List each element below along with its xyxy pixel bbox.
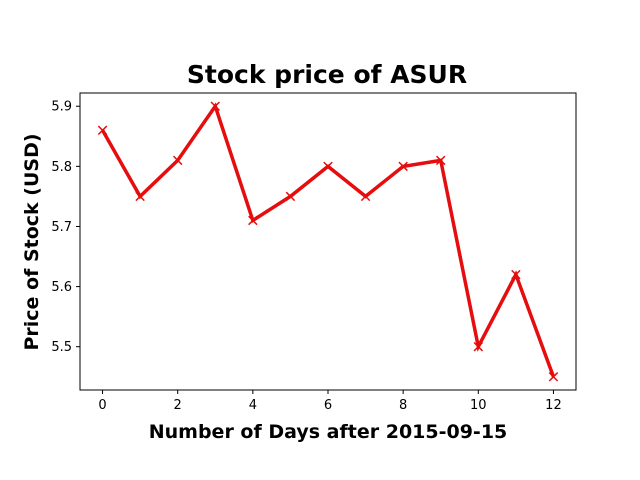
y-axis-ticks: 5.5 5.6 5.7 5.8 5.9	[51, 100, 80, 355]
data-point-marker	[398, 161, 408, 172]
x-tick-label: 4	[249, 398, 257, 413]
data-point-marker	[548, 372, 559, 382]
data-point-marker	[97, 125, 108, 136]
data-point-marker	[135, 191, 145, 202]
data-point-marker	[248, 215, 258, 226]
x-tick-label: 2	[174, 398, 182, 413]
y-tick-label: 5.8	[51, 160, 72, 175]
x-axis-ticks: 0 2 4 6 8 10 12	[98, 390, 562, 413]
y-tick-label: 5.6	[51, 280, 72, 295]
y-tick-label: 5.9	[51, 100, 72, 115]
data-point-marker	[172, 155, 183, 166]
y-tick-label: 5.5	[51, 340, 72, 355]
chart-title: Stock price of ASUR	[187, 60, 467, 89]
data-point-marker	[511, 269, 521, 280]
x-tick-label: 8	[399, 398, 407, 413]
data-point-marker	[323, 161, 333, 172]
x-tick-label: 6	[324, 398, 332, 413]
x-tick-label: 0	[98, 398, 106, 413]
x-tick-label: 12	[545, 398, 562, 413]
data-point-marker	[435, 155, 446, 166]
data-point-marker	[285, 191, 296, 202]
y-axis-label: Price of Stock (USD)	[21, 133, 43, 350]
data-point-marker	[473, 341, 484, 352]
price-series-markers	[97, 101, 559, 382]
x-tick-label: 10	[470, 398, 487, 413]
x-axis-label: Number of Days after 2015-09-15	[149, 421, 508, 443]
y-tick-label: 5.7	[51, 220, 72, 235]
data-point-marker	[210, 101, 221, 111]
data-point-marker	[360, 191, 371, 202]
